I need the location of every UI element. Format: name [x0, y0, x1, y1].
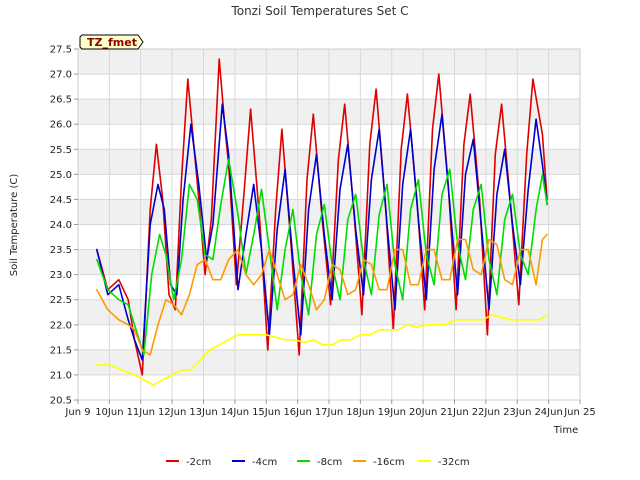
- legend-label: -8cm: [317, 457, 342, 468]
- series-line-minus-16cm: [96, 233, 548, 356]
- y-tick-label: 23.0: [50, 270, 72, 281]
- x-tick-label: 23Jun: [503, 407, 531, 418]
- x-axis-label: Time: [553, 425, 578, 436]
- x-tick-label: 19Jun: [378, 407, 406, 418]
- x-tick-label: 24Jun: [534, 407, 562, 418]
- y-tick-label: 25.5: [50, 145, 72, 156]
- x-tick-label: 14Jun: [221, 407, 249, 418]
- y-tick-label: 24.5: [50, 195, 72, 206]
- x-tick-label: Jun 25: [563, 407, 596, 418]
- x-tick-label: 13Jun: [189, 407, 217, 418]
- y-tick-label: 24.0: [50, 220, 72, 231]
- y-tick-label: 20.5: [50, 396, 72, 407]
- y-tick-label: 26.0: [50, 120, 72, 131]
- x-tick-label: 22Jun: [472, 407, 500, 418]
- x-tick-label: 11Jun: [127, 407, 155, 418]
- y-tick-label: 21.0: [50, 370, 72, 381]
- y-tick-label: 22.0: [50, 320, 72, 331]
- y-axis-ticks: 20.5 21.0 21.5 22.0 22.5 23.0 23.5 24.0 24.5 25.0…: [50, 45, 78, 407]
- badge-label: TZ_fmet: [87, 36, 137, 49]
- tz-fmet-badge: TZ_fmet: [79, 34, 144, 50]
- x-tick-label: 17Jun: [315, 407, 343, 418]
- x-tick-label: 18Jun: [346, 407, 374, 418]
- x-axis-ticks: Jun 9 10Jun 11Jun 12Jun 13Jun 14Jun 15Jun 16Jun…: [64, 400, 596, 418]
- legend-label: -4cm: [252, 457, 277, 468]
- y-tick-label: 27.5: [50, 45, 72, 56]
- x-tick-label: 16Jun: [283, 407, 311, 418]
- legend-label: -32cm: [438, 457, 470, 468]
- legend-label: -2cm: [186, 457, 211, 468]
- x-tick-label: 10Jun: [95, 407, 123, 418]
- y-tick-label: 25.0: [50, 170, 72, 181]
- y-tick-label: 22.5: [50, 295, 72, 306]
- x-tick-label: 12Jun: [158, 407, 186, 418]
- y-tick-label: 27.0: [50, 70, 72, 81]
- legend: -2cm -4cm -8cm -16cm -32cm: [166, 457, 470, 468]
- y-tick-label: 26.5: [50, 95, 72, 106]
- y-tick-label: 23.5: [50, 245, 72, 256]
- x-tick-label: 20Jun: [409, 407, 437, 418]
- legend-label: -16cm: [373, 457, 405, 468]
- series-line-minus-8cm: [96, 158, 548, 356]
- y-tick-label: 21.5: [50, 345, 72, 356]
- x-tick-label: Jun 9: [64, 407, 90, 418]
- series-layer: [96, 58, 548, 386]
- x-tick-label: 15Jun: [252, 407, 280, 418]
- y-axis-label: Soil Temperature (C): [9, 174, 20, 277]
- x-tick-label: 21Jun: [440, 407, 468, 418]
- badge-shape: [79, 34, 144, 50]
- chart-title: Tonzi Soil Temperatures Set C: [230, 4, 408, 18]
- series-line-minus-32cm: [96, 313, 548, 386]
